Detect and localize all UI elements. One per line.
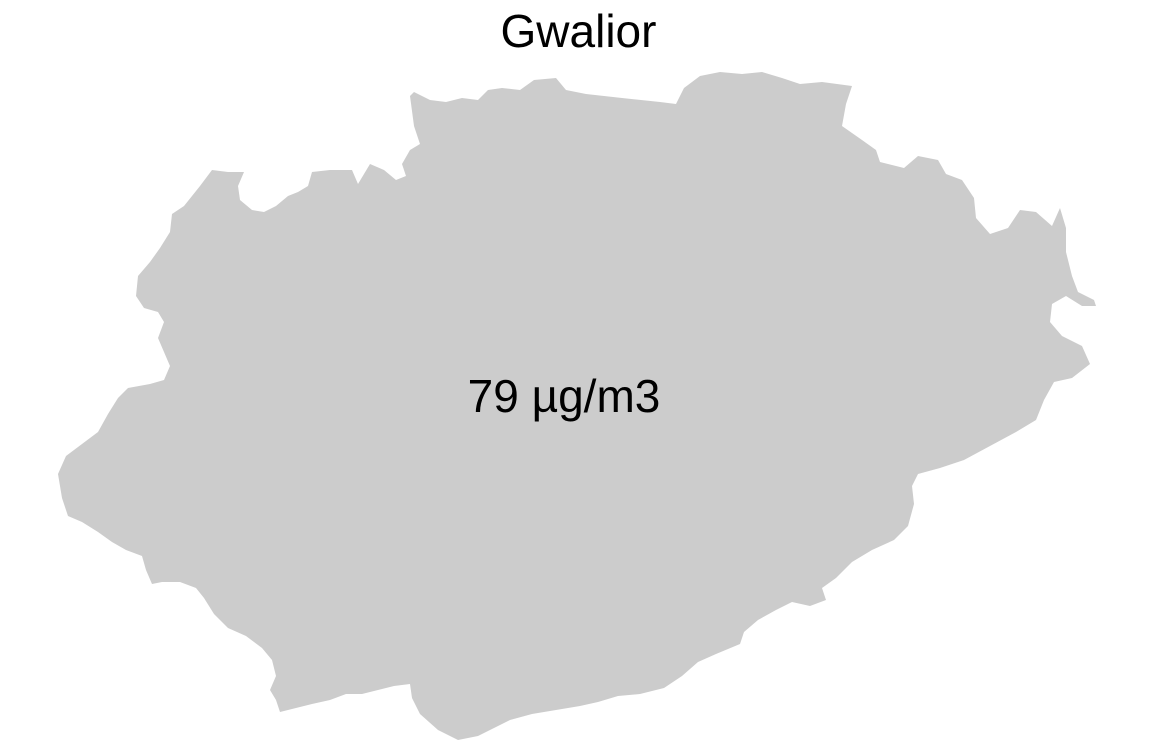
gwalior-district-region [58, 72, 1096, 740]
map-title: Gwalior [500, 5, 657, 57]
map-value-label: 79 µg/m3 [467, 370, 661, 422]
